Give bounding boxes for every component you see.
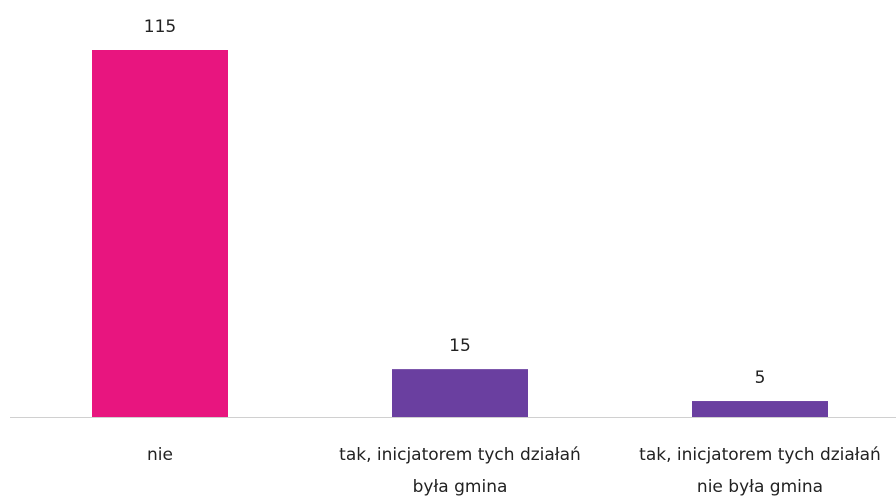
bar xyxy=(392,369,528,417)
value-label: 15 xyxy=(449,336,471,356)
x-tick-label: nie xyxy=(147,445,173,465)
bar xyxy=(692,401,828,417)
value-label: 5 xyxy=(755,368,766,388)
bar xyxy=(92,50,228,417)
x-tick-label: tak, inicjatorem tych działań nie była g… xyxy=(639,445,881,497)
value-label: 115 xyxy=(144,17,176,37)
x-tick-label: tak, inicjatorem tych działań była gmina xyxy=(339,445,581,497)
